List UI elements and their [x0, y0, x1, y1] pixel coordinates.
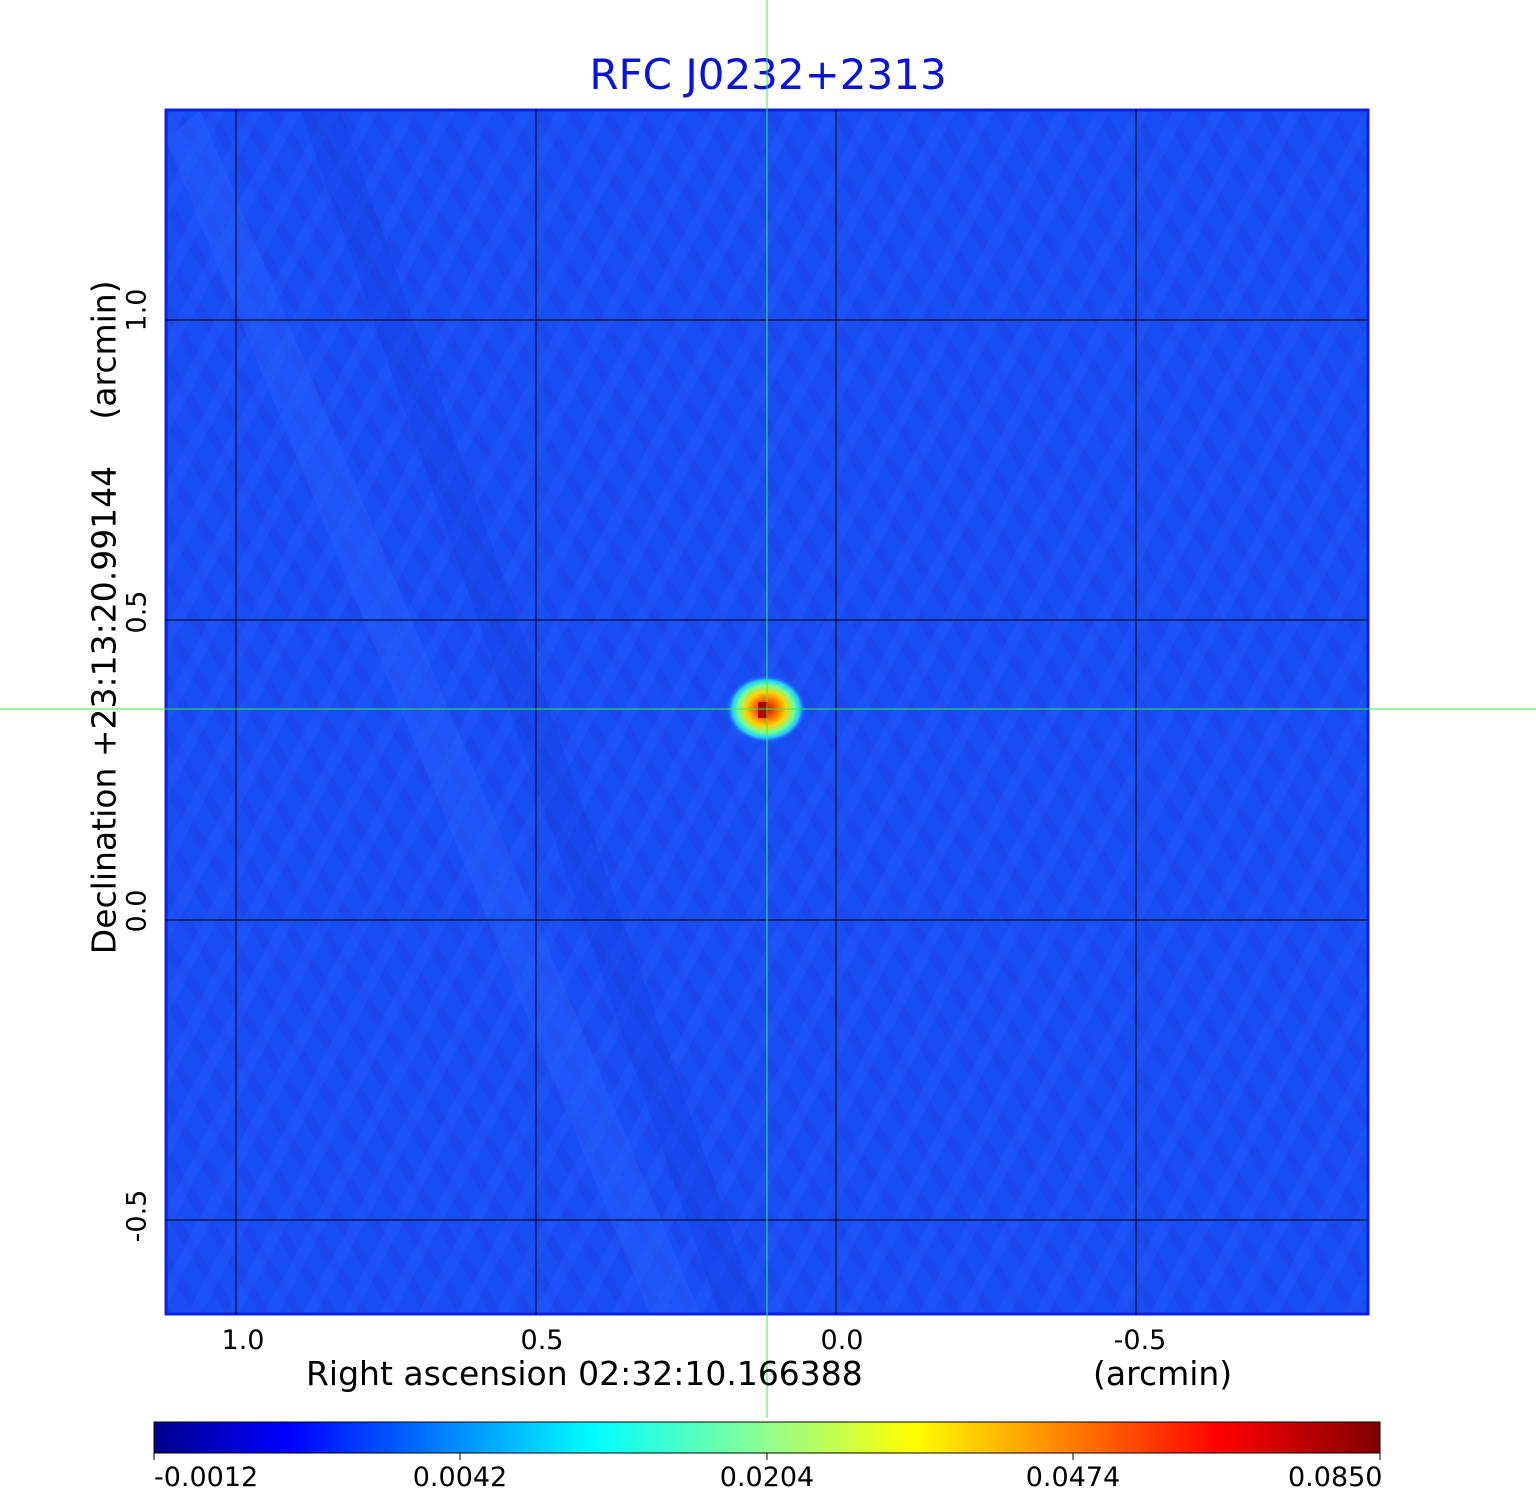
colorbar-tick-label: 0.0204 [719, 1462, 815, 1493]
colorbar [153, 1421, 1381, 1454]
image-title: RFC J0232+2313 [589, 50, 947, 99]
x-tick-label: 0.0 [820, 1325, 864, 1356]
sidelobe-streak [166, 110, 700, 1314]
x-tick-label: 0.5 [520, 1325, 564, 1356]
x-axis-label: Right ascension 02:32:10.166388 [306, 1354, 863, 1393]
colorbar-tick-label: 0.0474 [1025, 1462, 1121, 1493]
x-axis-unit: (arcmin) [1093, 1354, 1233, 1393]
sidelobe-streak [300, 110, 760, 1314]
radio-source-peak [758, 702, 768, 718]
crosshair [0, 0, 1536, 1418]
colorbar-tick-label: 0.0850 [1288, 1462, 1383, 1493]
colorbar-tick-label: 0.0042 [412, 1462, 508, 1493]
x-tick-label: 1.0 [221, 1325, 265, 1356]
colorbar-ticks [153, 1453, 1381, 1460]
x-tick-label: -0.5 [1113, 1325, 1167, 1356]
y-axis-label-text: Declination +23:13:20.99144 [84, 465, 124, 955]
colorbar-tick-label: -0.0012 [154, 1462, 259, 1493]
